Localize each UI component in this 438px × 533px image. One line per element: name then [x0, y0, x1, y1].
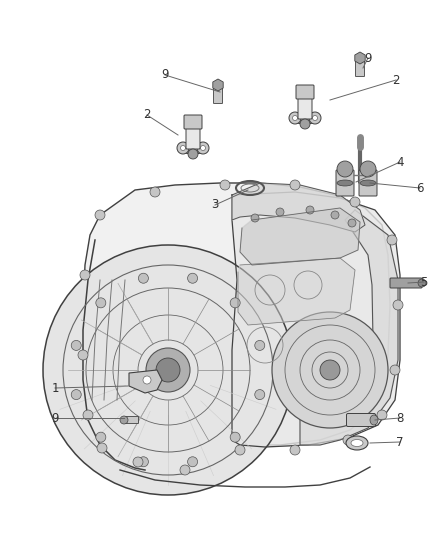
- Circle shape: [255, 390, 265, 400]
- Circle shape: [180, 146, 186, 150]
- Text: 2: 2: [143, 109, 151, 122]
- Circle shape: [300, 119, 310, 129]
- Circle shape: [197, 142, 209, 154]
- Ellipse shape: [291, 112, 319, 124]
- Circle shape: [331, 211, 339, 219]
- FancyBboxPatch shape: [184, 115, 202, 129]
- FancyBboxPatch shape: [346, 414, 375, 426]
- Text: 2: 2: [392, 74, 400, 86]
- Circle shape: [187, 457, 198, 467]
- Circle shape: [188, 149, 198, 159]
- FancyBboxPatch shape: [213, 86, 223, 103]
- Circle shape: [390, 365, 400, 375]
- Text: 9: 9: [161, 69, 169, 82]
- Circle shape: [143, 376, 151, 384]
- Polygon shape: [238, 258, 355, 325]
- Circle shape: [306, 206, 314, 214]
- Circle shape: [289, 112, 301, 124]
- Circle shape: [146, 348, 190, 392]
- Circle shape: [276, 208, 284, 216]
- FancyBboxPatch shape: [336, 170, 354, 196]
- Circle shape: [393, 300, 403, 310]
- Circle shape: [120, 416, 128, 424]
- Text: 5: 5: [420, 276, 427, 288]
- Circle shape: [350, 197, 360, 207]
- Ellipse shape: [179, 142, 207, 154]
- Text: 7: 7: [396, 435, 404, 448]
- Circle shape: [337, 161, 353, 177]
- Circle shape: [272, 312, 388, 428]
- Circle shape: [96, 432, 106, 442]
- FancyBboxPatch shape: [356, 60, 364, 77]
- FancyBboxPatch shape: [124, 416, 138, 424]
- Text: 9: 9: [51, 411, 59, 424]
- Text: 3: 3: [211, 198, 219, 212]
- Circle shape: [187, 273, 198, 283]
- Circle shape: [71, 390, 81, 400]
- Circle shape: [309, 112, 321, 124]
- Circle shape: [177, 142, 189, 154]
- FancyBboxPatch shape: [298, 97, 312, 119]
- FancyBboxPatch shape: [296, 85, 314, 99]
- Ellipse shape: [370, 415, 378, 425]
- Text: 4: 4: [396, 156, 404, 168]
- Circle shape: [290, 180, 300, 190]
- Polygon shape: [240, 208, 360, 265]
- Circle shape: [43, 245, 293, 495]
- Circle shape: [293, 116, 297, 120]
- Circle shape: [97, 443, 107, 453]
- Circle shape: [96, 298, 106, 308]
- Circle shape: [312, 116, 318, 120]
- Circle shape: [387, 235, 397, 245]
- Circle shape: [220, 180, 230, 190]
- Circle shape: [156, 358, 180, 382]
- Text: 1: 1: [51, 382, 59, 394]
- Circle shape: [360, 161, 376, 177]
- FancyBboxPatch shape: [186, 127, 200, 149]
- Polygon shape: [129, 370, 162, 393]
- Polygon shape: [300, 210, 398, 445]
- Circle shape: [201, 146, 205, 150]
- Circle shape: [320, 360, 340, 380]
- Circle shape: [180, 465, 190, 475]
- Circle shape: [418, 279, 426, 287]
- Text: 6: 6: [416, 182, 424, 195]
- Circle shape: [230, 298, 240, 308]
- Ellipse shape: [351, 440, 363, 447]
- Circle shape: [255, 341, 265, 350]
- Circle shape: [80, 270, 90, 280]
- Circle shape: [235, 445, 245, 455]
- Text: 8: 8: [396, 411, 404, 424]
- Ellipse shape: [337, 180, 353, 186]
- Polygon shape: [232, 183, 365, 232]
- Polygon shape: [83, 183, 390, 445]
- Ellipse shape: [360, 180, 376, 186]
- Circle shape: [377, 410, 387, 420]
- Circle shape: [150, 187, 160, 197]
- Circle shape: [290, 445, 300, 455]
- Circle shape: [138, 273, 148, 283]
- Circle shape: [348, 219, 356, 227]
- Circle shape: [133, 457, 143, 467]
- Circle shape: [71, 341, 81, 350]
- Ellipse shape: [346, 436, 368, 450]
- Circle shape: [251, 214, 259, 222]
- Circle shape: [230, 432, 240, 442]
- Circle shape: [343, 435, 353, 445]
- Circle shape: [138, 457, 148, 467]
- FancyBboxPatch shape: [390, 278, 422, 288]
- Polygon shape: [232, 192, 400, 447]
- Circle shape: [78, 350, 88, 360]
- Text: 9: 9: [364, 52, 372, 64]
- FancyBboxPatch shape: [359, 170, 377, 196]
- Circle shape: [83, 410, 93, 420]
- Circle shape: [95, 210, 105, 220]
